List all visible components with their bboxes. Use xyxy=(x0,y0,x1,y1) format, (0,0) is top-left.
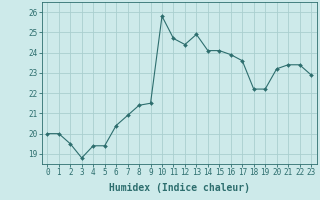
X-axis label: Humidex (Indice chaleur): Humidex (Indice chaleur) xyxy=(109,183,250,193)
